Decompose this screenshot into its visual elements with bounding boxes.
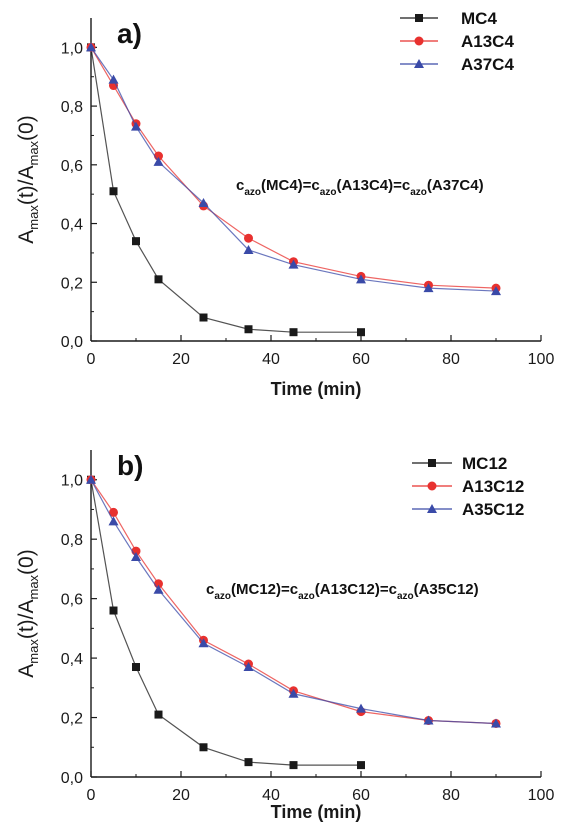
chart-panel-a: 0 20 40 60 80 100 0,0 0,2 0,4 0,6 0,8 1,0 Time (min)… [15,9,554,399]
x-tick-label: 80 [442,351,460,368]
y-tick-label: 0,4 [61,651,83,668]
panel-label: a) [117,18,142,49]
legend-marker-MC12 [428,459,436,467]
legend-marker-A13C4 [414,36,424,46]
data-point-A35C12 [288,688,299,698]
concentration-annotation: cazo(MC4)=cazo(A13C4)=cazo(A37C4) [236,177,484,198]
data-point-A37C4 [198,197,209,207]
x-tick-label: 0 [87,787,96,804]
data-point-MC4 [109,187,118,196]
data-point-A37C4 [131,121,141,131]
legend-label: A35C12 [462,500,524,519]
y-tick-label: 1,0 [61,473,83,490]
y-axis-title: Amax(t)/Amax(0) [15,115,41,243]
data-point-MC12 [289,761,298,770]
data-point-A37C4 [86,42,96,52]
data-point-A37C4 [243,244,254,254]
data-point-MC4 [132,237,140,246]
data-point-A13C12 [109,507,118,517]
y-tick-label: 0,6 [61,158,83,175]
data-point-MC4 [199,313,208,322]
x-tick-label: 60 [352,351,370,368]
data-point-MC4 [244,325,253,334]
data-point-A35C12 [491,718,501,728]
series-line-A37C4 [90,47,497,292]
data-point-A13C4 [244,233,253,243]
chart-panel-b: 0 20 40 60 80 100 0,0 0,2 0,4 0,6 0,8 1,0 Time (min)… [15,450,554,822]
data-point-MC12 [199,743,208,752]
series-line-MC12 [90,479,361,766]
x-tick-label: 100 [528,787,555,804]
legend-marker-MC4 [415,14,423,22]
data-point-MC12 [132,663,140,672]
data-point-A35C12 [198,638,209,648]
series-line-A13C12 [90,479,497,725]
data-point-A35C12 [131,552,141,562]
legend-marker-A13C12 [427,481,437,491]
data-point-A37C4 [288,259,299,269]
legend-label: MC12 [462,454,507,473]
legend-label: MC4 [461,9,497,28]
series-line-A35C12 [90,479,497,725]
legend-marker-A35C12 [427,504,437,513]
concentration-annotation: cazo(MC12)=cazo(A13C12)=cazo(A35C12) [206,581,479,602]
data-point-A35C12 [356,703,366,713]
data-point-MC4 [154,275,163,284]
y-tick-label: 0,8 [61,99,83,116]
data-point-A35C12 [243,662,254,672]
data-point-A35C12 [108,516,119,526]
x-axis-title: Time (min) [271,802,362,822]
data-point-A37C4 [423,283,434,293]
y-tick-label: 0,2 [61,275,83,292]
data-point-A37C4 [108,74,119,84]
data-point-A35C12 [423,715,434,725]
legend-marker-A37C4 [414,59,424,68]
data-point-MC12 [244,758,253,767]
y-tick-label: 0,4 [61,217,83,234]
data-point-A37C4 [356,274,366,284]
y-tick-label: 0,6 [61,592,83,609]
x-tick-label: 60 [352,787,370,804]
data-point-MC4 [357,328,365,337]
x-tick-label: 20 [172,787,190,804]
data-point-A35C12 [153,584,164,594]
x-tick-label: 80 [442,787,460,804]
legend-label: A37C4 [461,55,514,74]
x-tick-label: 20 [172,351,190,368]
legend: MC12 A13C12 A35C12 [412,454,524,519]
data-point-MC12 [357,761,365,770]
y-tick-label: 0,2 [61,711,83,728]
data-point-MC12 [154,710,163,719]
legend-label: A13C12 [462,477,524,496]
y-tick-label: 0,0 [61,334,83,351]
x-tick-label: 100 [528,351,555,368]
y-tick-label: 0,8 [61,532,83,549]
data-point-A35C12 [86,474,96,484]
data-point-A37C4 [491,286,501,296]
series-line-A13C4 [90,47,497,289]
data-point-MC12 [109,606,118,615]
legend-label: A13C4 [461,32,514,51]
x-axis-title: Time (min) [271,379,362,399]
series-line-MC4 [90,47,361,333]
panel-label: b) [117,450,143,481]
data-point-MC4 [289,328,298,337]
y-tick-label: 0,0 [61,770,83,787]
legend: MC4 A13C4 A37C4 [400,9,514,74]
y-tick-label: 1,0 [61,40,83,57]
x-tick-label: 40 [262,787,280,804]
data-point-A37C4 [153,156,164,166]
x-tick-label: 40 [262,351,280,368]
x-tick-label: 0 [87,351,96,368]
y-axis-title: Amax(t)/Amax(0) [15,549,41,677]
